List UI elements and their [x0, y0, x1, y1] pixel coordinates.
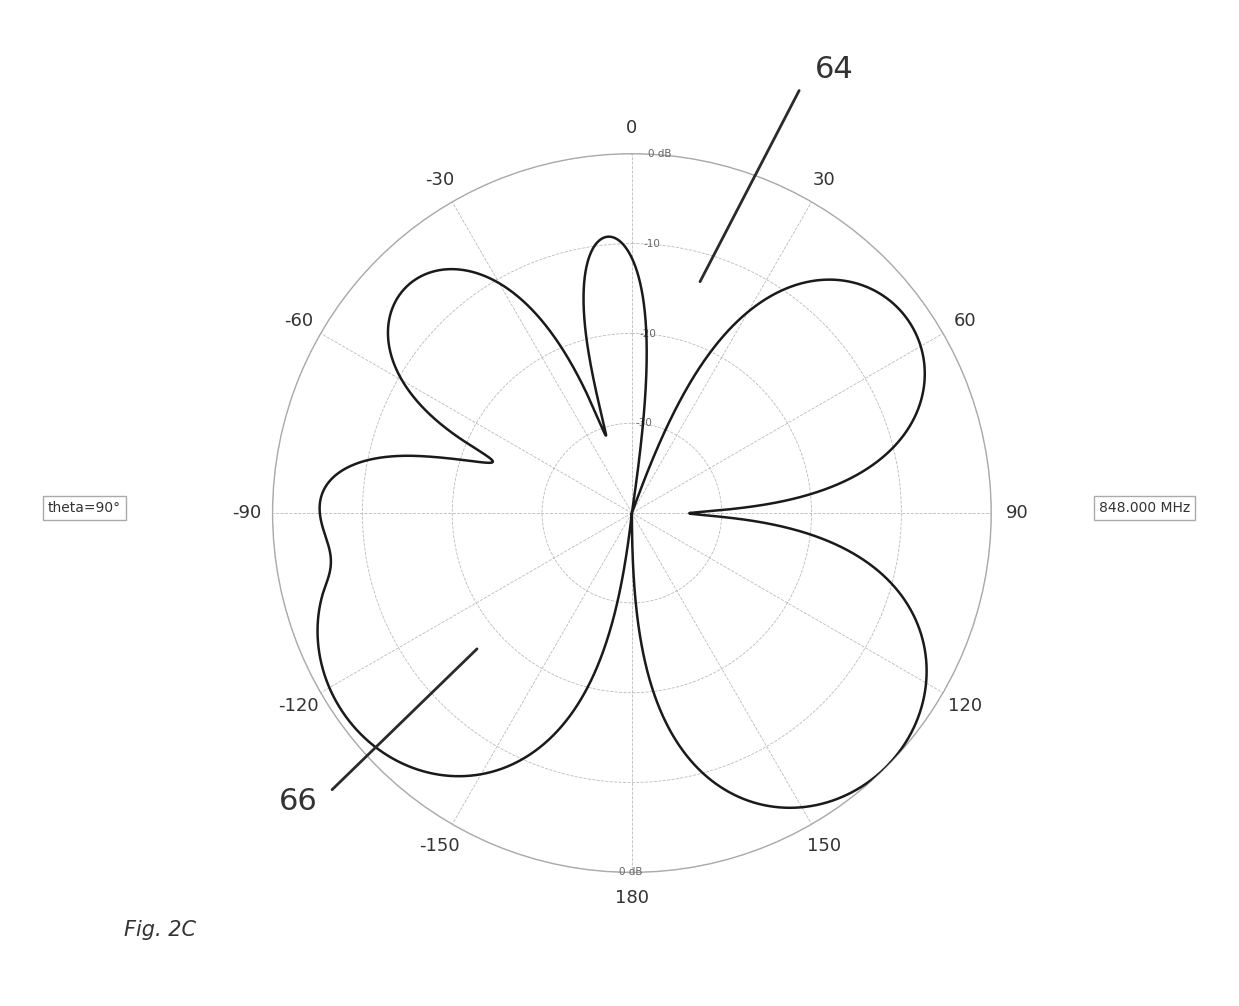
- Text: 64: 64: [815, 55, 854, 85]
- Text: -10: -10: [643, 238, 660, 248]
- Text: 0 dB: 0 dB: [620, 867, 643, 877]
- Text: 66: 66: [279, 787, 317, 816]
- Text: theta=90°: theta=90°: [47, 501, 121, 515]
- Text: 0 dB: 0 dB: [648, 149, 672, 159]
- Text: Fig. 2C: Fig. 2C: [124, 919, 196, 940]
- Text: -30: -30: [636, 418, 653, 429]
- Text: 848.000 MHz: 848.000 MHz: [1099, 501, 1191, 515]
- Text: -20: -20: [639, 329, 657, 339]
